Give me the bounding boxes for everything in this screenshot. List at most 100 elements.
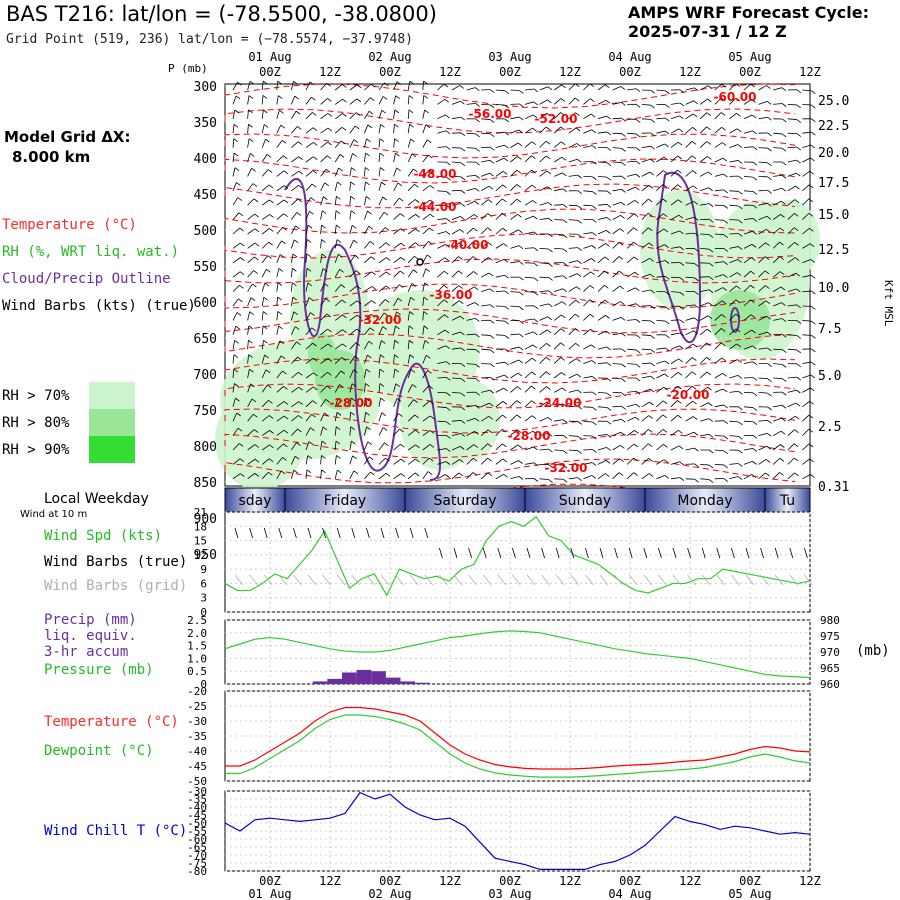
wind-barb — [495, 213, 507, 220]
wind-barb — [495, 401, 508, 408]
wind-barb — [305, 386, 318, 393]
wind-barb — [451, 300, 464, 307]
wind-barb — [422, 282, 429, 292]
wind-barb — [334, 469, 342, 479]
pressure-right-tick: 975 — [820, 630, 840, 643]
wind-barb — [714, 219, 729, 224]
wind-barb — [553, 126, 565, 134]
wind-barb — [276, 226, 288, 235]
wind-barb — [554, 262, 568, 266]
wind-barb — [685, 100, 699, 105]
wind-barb — [743, 474, 757, 480]
wind-barb — [524, 462, 539, 467]
wind-barb — [349, 112, 361, 120]
wind-barb — [320, 155, 332, 163]
wind-barb — [612, 188, 626, 193]
wind-barb — [334, 167, 343, 177]
wind-barb — [685, 304, 699, 309]
wind-barb — [714, 464, 729, 469]
pressure-tick-label: 800 — [194, 440, 217, 455]
wind-barb-true — [380, 527, 385, 539]
wind-barb — [364, 124, 373, 134]
wind-barb — [772, 256, 784, 264]
wind-barb — [627, 416, 640, 422]
wind-barb — [685, 155, 697, 163]
wind-barb — [714, 287, 728, 292]
wind-barb — [758, 85, 771, 91]
wind-barb — [583, 258, 596, 264]
wind-barb-true — [409, 527, 414, 539]
wind-barb — [480, 415, 493, 422]
wind-barb — [670, 461, 684, 466]
precip-bar — [415, 682, 430, 684]
bottom-time-tick: 00Z — [379, 874, 401, 888]
wind-barb — [627, 348, 641, 354]
wind-barb — [437, 361, 451, 365]
wind-barb — [437, 406, 451, 411]
windchill-panel-tick-label: -35 — [187, 793, 207, 806]
wind-barb — [612, 256, 624, 264]
wind-barb — [641, 171, 654, 177]
wind-barb — [247, 429, 259, 436]
wind-barb-true — [541, 547, 545, 559]
wind-barb — [334, 412, 342, 422]
wind-barb — [451, 203, 466, 207]
wind-barb — [743, 176, 758, 181]
wind-barb — [524, 478, 539, 482]
wind-barb — [466, 241, 478, 249]
legend-wind-spd: Wind Spd (kts) — [44, 528, 163, 544]
wind-barb — [422, 444, 435, 451]
wind-barb — [407, 153, 417, 163]
wind-barb — [568, 97, 580, 105]
wind-barb — [597, 284, 609, 292]
wind-barb — [743, 257, 756, 264]
wind-barb — [232, 340, 239, 350]
wind-barb — [247, 183, 258, 192]
wind-barb — [597, 190, 612, 195]
wind-barb — [349, 369, 358, 379]
wind-barb — [276, 355, 286, 364]
wind-barb — [568, 463, 583, 468]
wind-barb — [802, 414, 814, 422]
wind-barb — [612, 431, 626, 436]
wind-barb-grid — [555, 574, 565, 586]
wind-barb — [393, 95, 400, 105]
height-tick-label: 12.5 — [818, 243, 849, 258]
wind-barb — [758, 285, 770, 292]
wind-barb — [261, 109, 268, 119]
wind-barb — [656, 213, 668, 220]
wind-barb — [466, 302, 480, 307]
wind-barb — [378, 397, 385, 407]
top-time-tick: 12Z — [679, 65, 701, 79]
wind-barb — [407, 472, 420, 480]
wind-barb — [583, 219, 597, 223]
wind-barb — [466, 417, 480, 422]
wind-barb — [393, 270, 405, 278]
model-grid-value: 8.000 km — [12, 148, 91, 166]
bottom-time-tick: 00Z — [259, 874, 281, 888]
wind-barb — [568, 112, 580, 120]
wind-barb — [320, 298, 330, 307]
wind-barb — [378, 368, 385, 379]
wind-barb — [437, 345, 450, 350]
wind-barb — [495, 118, 510, 123]
wind-barb — [758, 347, 772, 352]
wind-barb — [481, 132, 495, 137]
wind-barb — [583, 360, 597, 364]
wind-barb — [729, 112, 741, 120]
wind-barb — [641, 362, 656, 367]
wind-barb — [466, 87, 480, 91]
wind-barb — [539, 248, 553, 253]
wind-barb — [714, 112, 726, 120]
wind-barb-grid — [278, 574, 288, 586]
wind-barb-grid — [497, 574, 507, 586]
wind-barb — [612, 147, 626, 152]
wind-barb — [276, 140, 287, 148]
wind-barb — [568, 389, 582, 394]
wind-barb — [700, 262, 714, 267]
wind-barb — [714, 97, 726, 105]
wind-barb — [393, 398, 402, 407]
wind-barb — [670, 372, 683, 379]
wind-barb — [466, 161, 480, 166]
wind-barb — [305, 239, 312, 249]
